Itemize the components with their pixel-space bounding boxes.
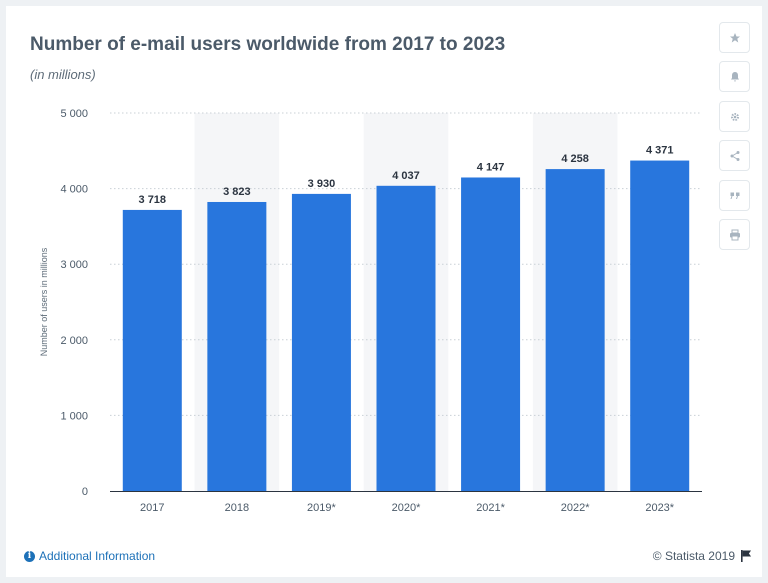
data-label: 4 037 — [392, 170, 420, 182]
bar[interactable] — [630, 160, 690, 491]
notification-button[interactable] — [719, 61, 750, 92]
copyright-area: © Statista 2019 — [653, 549, 752, 563]
y-tick-label: 4 000 — [60, 184, 88, 196]
y-tick-label: 2 000 — [60, 335, 88, 347]
data-label: 3 823 — [223, 186, 251, 198]
bell-icon — [730, 71, 739, 81]
share-button[interactable] — [719, 140, 750, 171]
data-label: 4 147 — [477, 161, 505, 173]
y-tick-label: 1 000 — [60, 410, 88, 422]
y-tick-label: 3 000 — [60, 259, 88, 271]
y-axis-title: Number of users in millions — [39, 247, 49, 356]
favorite-button[interactable] — [719, 22, 750, 53]
x-tick-label: 2022* — [561, 502, 590, 514]
x-tick-label: 2020* — [392, 502, 421, 514]
x-tick-label: 2023* — [645, 502, 674, 514]
info-icon: i — [24, 550, 35, 562]
gear-icon — [730, 112, 739, 121]
additional-information-label: Additional Information — [39, 549, 156, 563]
x-tick-label: 2017 — [140, 502, 164, 514]
print-button[interactable] — [719, 219, 750, 250]
settings-button[interactable] — [719, 101, 750, 132]
additional-information-link[interactable]: i Additional Information — [24, 549, 155, 563]
share-icon — [730, 150, 739, 161]
star-icon — [729, 32, 740, 42]
data-label: 3 718 — [139, 194, 167, 206]
data-label: 4 371 — [646, 145, 674, 157]
bar[interactable] — [376, 185, 436, 491]
print-icon — [729, 229, 740, 240]
x-tick-label: 2018 — [225, 502, 249, 514]
bar[interactable] — [545, 169, 605, 491]
y-tick-label: 5 000 — [60, 108, 88, 120]
flag-icon[interactable] — [741, 550, 752, 562]
data-label: 3 930 — [308, 178, 336, 190]
bar[interactable] — [122, 209, 182, 492]
data-label: 4 258 — [561, 153, 589, 165]
copyright-text: © Statista 2019 — [652, 549, 735, 563]
chart-title: Number of e-mail users worldwide from 20… — [30, 34, 506, 55]
x-tick-label: 2021* — [476, 502, 505, 514]
bar[interactable] — [291, 193, 351, 491]
y-tick-label: 0 — [82, 486, 88, 498]
cite-button[interactable] — [719, 180, 750, 211]
bar[interactable] — [207, 201, 267, 491]
quote-icon — [730, 192, 739, 199]
x-tick-label: 2019* — [307, 502, 336, 514]
bar[interactable] — [461, 177, 521, 491]
chart-subtitle: (in millions) — [30, 67, 96, 82]
